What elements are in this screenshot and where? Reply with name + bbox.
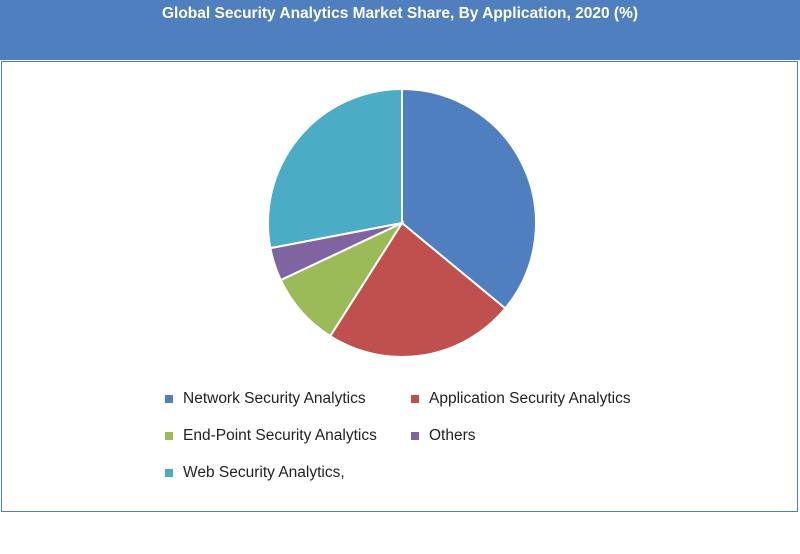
legend-item-network: Network Security Analytics (165, 389, 366, 409)
legend-label-others: Others (429, 427, 476, 444)
pie-chart (267, 87, 537, 358)
legend-label-web: Web Security Analytics, (183, 464, 345, 481)
legend-swatch-others (411, 432, 419, 440)
legend-label-application: Application Security Analytics (429, 390, 631, 407)
chart-title: Global Security Analytics Market Share, … (161, 5, 639, 22)
chart-area: Network Security Analytics Application S… (1, 61, 798, 512)
legend-swatch-application (411, 395, 419, 403)
legend-swatch-network (165, 395, 173, 403)
pie-slice-web (267, 87, 403, 250)
legend-item-application: Application Security Analytics (411, 389, 631, 409)
legend-label-endpoint: End-Point Security Analytics (183, 427, 377, 444)
pie-slice-network (401, 87, 537, 310)
legend-label-network: Network Security Analytics (183, 390, 366, 407)
legend-item-endpoint: End-Point Security Analytics (165, 426, 377, 446)
legend-swatch-endpoint (165, 432, 173, 440)
legend-item-others: Others (411, 426, 476, 446)
legend-swatch-web (165, 469, 173, 477)
pie-slice-application (328, 221, 507, 358)
title-band (0, 0, 800, 60)
legend-item-web: Web Security Analytics, (165, 463, 345, 483)
